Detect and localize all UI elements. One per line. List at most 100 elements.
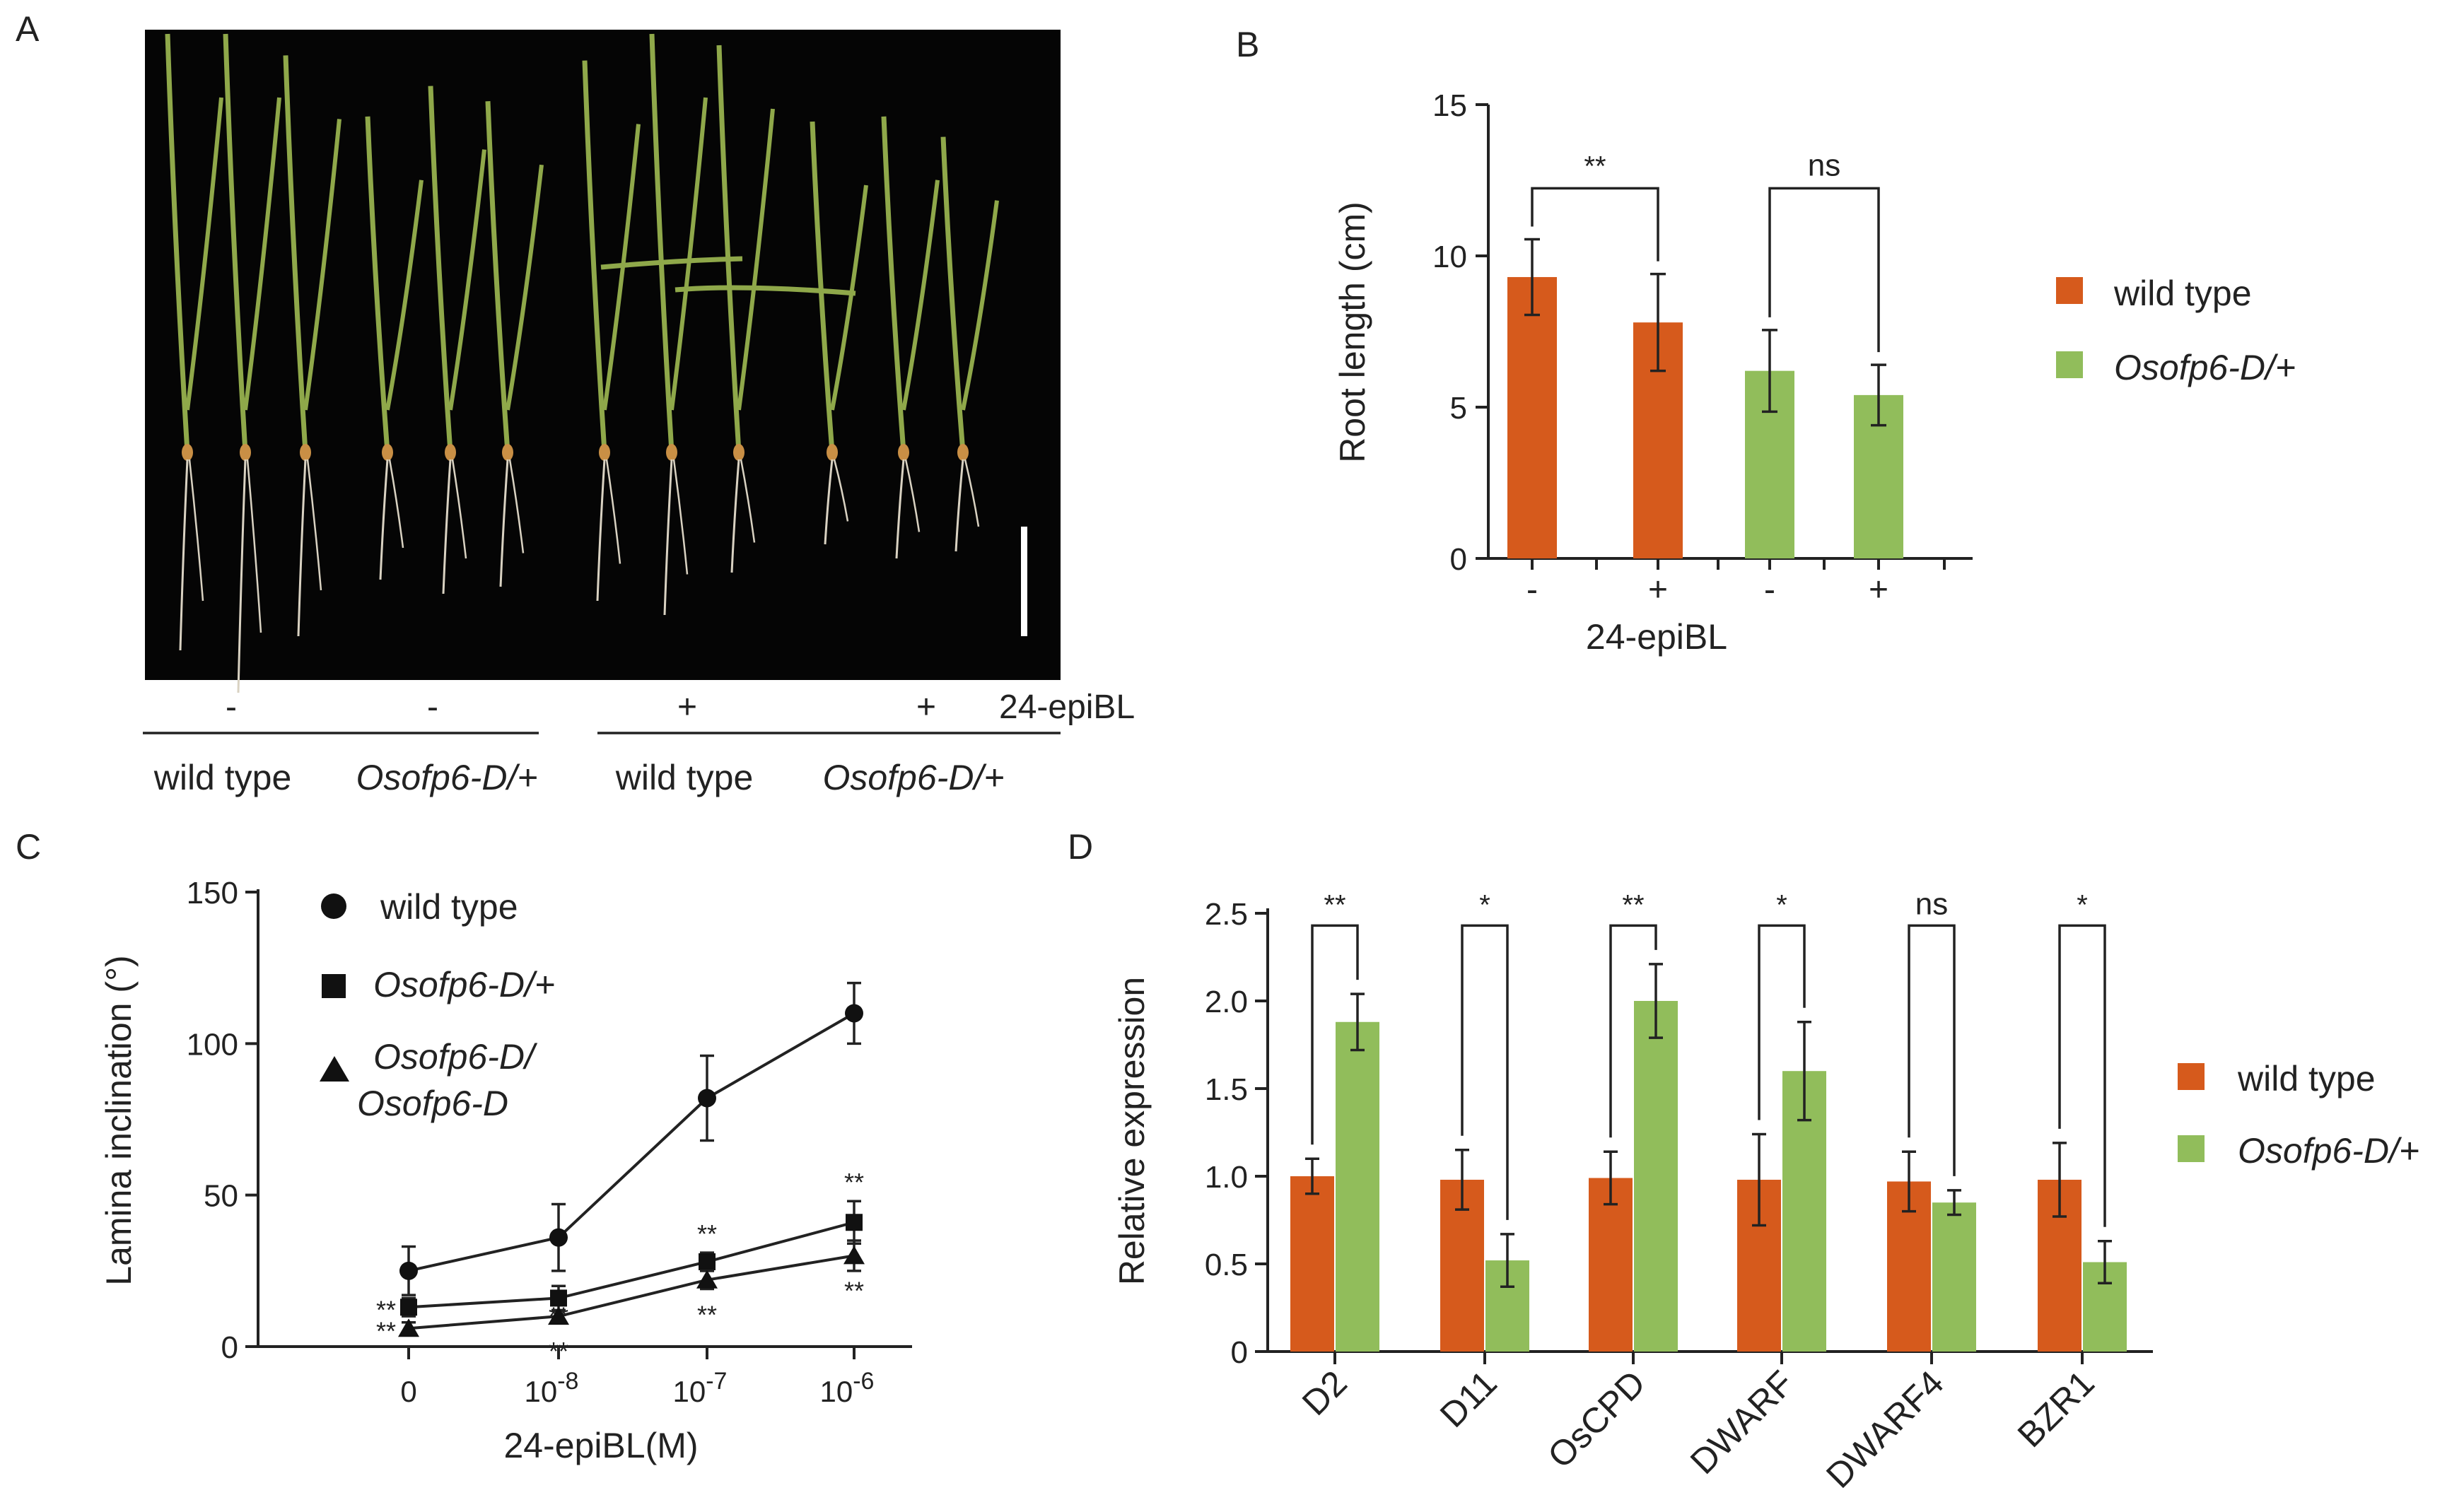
seedling-root — [379, 459, 389, 580]
seedling — [223, 33, 281, 693]
seed — [957, 444, 969, 461]
c-point-mutant-het — [699, 1253, 716, 1270]
b-legend-mutant: Osofp6-D/+ — [2114, 348, 2296, 387]
c-point-wildtype — [845, 1004, 863, 1023]
seedling-leaf — [365, 116, 390, 453]
c-y-tick-label: 100 — [187, 1027, 238, 1062]
c-x-tick-label: 10-8 — [525, 1368, 579, 1408]
b-significance-bracket — [1768, 187, 1880, 353]
panel-a-letter: A — [16, 9, 40, 49]
seedling-leaf — [223, 33, 248, 453]
b-legend-swatch-wildtype — [2056, 277, 2083, 304]
treatment-axis-label: 24-epiBL — [999, 688, 1135, 726]
d-y-tick-label: 1.5 — [1205, 1072, 1248, 1107]
d-significance-bracket — [1758, 924, 1806, 1120]
c-significance-label: ** — [844, 1276, 864, 1305]
seedling — [582, 60, 641, 602]
d-y-tick-label: 2.5 — [1205, 897, 1248, 932]
d-significance-label: * — [1776, 889, 1787, 920]
d-y-tick-label: 0 — [1231, 1335, 1248, 1370]
genotype-label-3: wild type — [615, 758, 754, 797]
seedling-leaf — [485, 101, 510, 453]
seedling-leaf — [385, 180, 424, 411]
d-legend-swatch-mutant — [2178, 1135, 2205, 1162]
seed — [733, 444, 745, 461]
d-legend-mutant: Osofp6-D/+ — [2238, 1131, 2419, 1171]
seedling-root — [904, 459, 921, 532]
seedling-leaf — [448, 149, 486, 411]
seedling — [428, 86, 486, 594]
c-point-mutant-hom — [696, 1270, 718, 1289]
seedling-leaf — [810, 121, 835, 453]
seedling-leaf — [600, 256, 743, 270]
d-bar — [1336, 1021, 1379, 1352]
b-significance-bracket — [1531, 187, 1659, 262]
seedling-root — [605, 459, 621, 564]
c-series-line — [408, 1221, 855, 1309]
b-x-tick-label: - — [1764, 571, 1775, 609]
d-bar — [1634, 1001, 1678, 1352]
seedling-root — [730, 459, 740, 573]
seedling-root — [895, 459, 905, 559]
seedling-root — [451, 459, 467, 559]
c-point-mutant-hom — [548, 1306, 569, 1325]
seedling-leaf — [283, 55, 308, 453]
c-y-tick-label: 0 — [221, 1330, 238, 1365]
seedling-root — [297, 459, 307, 637]
d-y-tick-label: 2.0 — [1205, 985, 1248, 1019]
c-x-axis-label: 24-epiBL(M) — [503, 1426, 698, 1465]
seedling-leaf — [602, 124, 641, 411]
seedling — [810, 121, 868, 545]
panel-d-letter: D — [1068, 827, 1093, 867]
c-legend-wildtype: wild type — [380, 887, 518, 927]
d-significance-label: ** — [1324, 889, 1345, 920]
seedling-leaf — [165, 33, 190, 453]
d-x-tick-label: D11 — [1432, 1363, 1505, 1435]
c-legend-marker-mutant-het — [322, 974, 346, 998]
seedling-leaf — [737, 108, 775, 411]
seedling-root — [179, 459, 189, 651]
treatment-label-2: - — [427, 688, 438, 726]
b-y-tick-label: 10 — [1432, 240, 1467, 274]
treatment-label-3: + — [677, 688, 697, 726]
c-point-wildtype — [698, 1089, 716, 1108]
seedling-root — [740, 459, 756, 543]
seedling-root — [306, 459, 322, 591]
c-significance-label: ** — [376, 1316, 396, 1345]
panel-c-letter: C — [16, 827, 41, 867]
seed — [182, 444, 193, 461]
d-bar — [1932, 1202, 1976, 1352]
d-significance-bracket — [1461, 924, 1509, 1220]
d-significance-bracket — [1908, 924, 1956, 1176]
b-legend-swatch-mutant — [2056, 351, 2083, 378]
seedling-leaf — [649, 33, 675, 453]
b-legend-wildtype: wild type — [2113, 274, 2252, 313]
seedling-root — [663, 459, 673, 616]
seedling — [940, 136, 999, 552]
c-legend-marker-mutant-hom — [320, 1056, 349, 1082]
seedling-root — [237, 459, 247, 693]
seed — [445, 444, 456, 461]
genotype-label-4: Osofp6-D/+ — [822, 758, 1004, 797]
c-significance-label: ** — [697, 1301, 717, 1330]
seedling — [365, 116, 424, 580]
seedling-root — [499, 459, 509, 587]
c-point-mutant-het — [400, 1299, 417, 1316]
d-significance-label: * — [2077, 889, 2088, 920]
seedling-root — [833, 459, 849, 522]
seed — [300, 444, 311, 461]
seedling-root — [596, 459, 606, 602]
b-significance-label: ns — [1808, 148, 1840, 182]
seedling-root — [388, 459, 404, 549]
seedling-leaf — [428, 86, 453, 453]
c-legend-mutant-hom-line2: Osofp6-D — [357, 1084, 508, 1123]
d-legend-wildtype: wild type — [2237, 1059, 2376, 1098]
d-x-tick-label: DWARF4 — [1818, 1363, 1951, 1496]
seedling-leaf — [506, 164, 544, 411]
c-x-tick-label: 0 — [400, 1375, 416, 1408]
d-significance-label: * — [1479, 889, 1490, 920]
c-point-mutant-hom — [398, 1318, 419, 1337]
d-x-tick-label: D2 — [1295, 1363, 1355, 1423]
